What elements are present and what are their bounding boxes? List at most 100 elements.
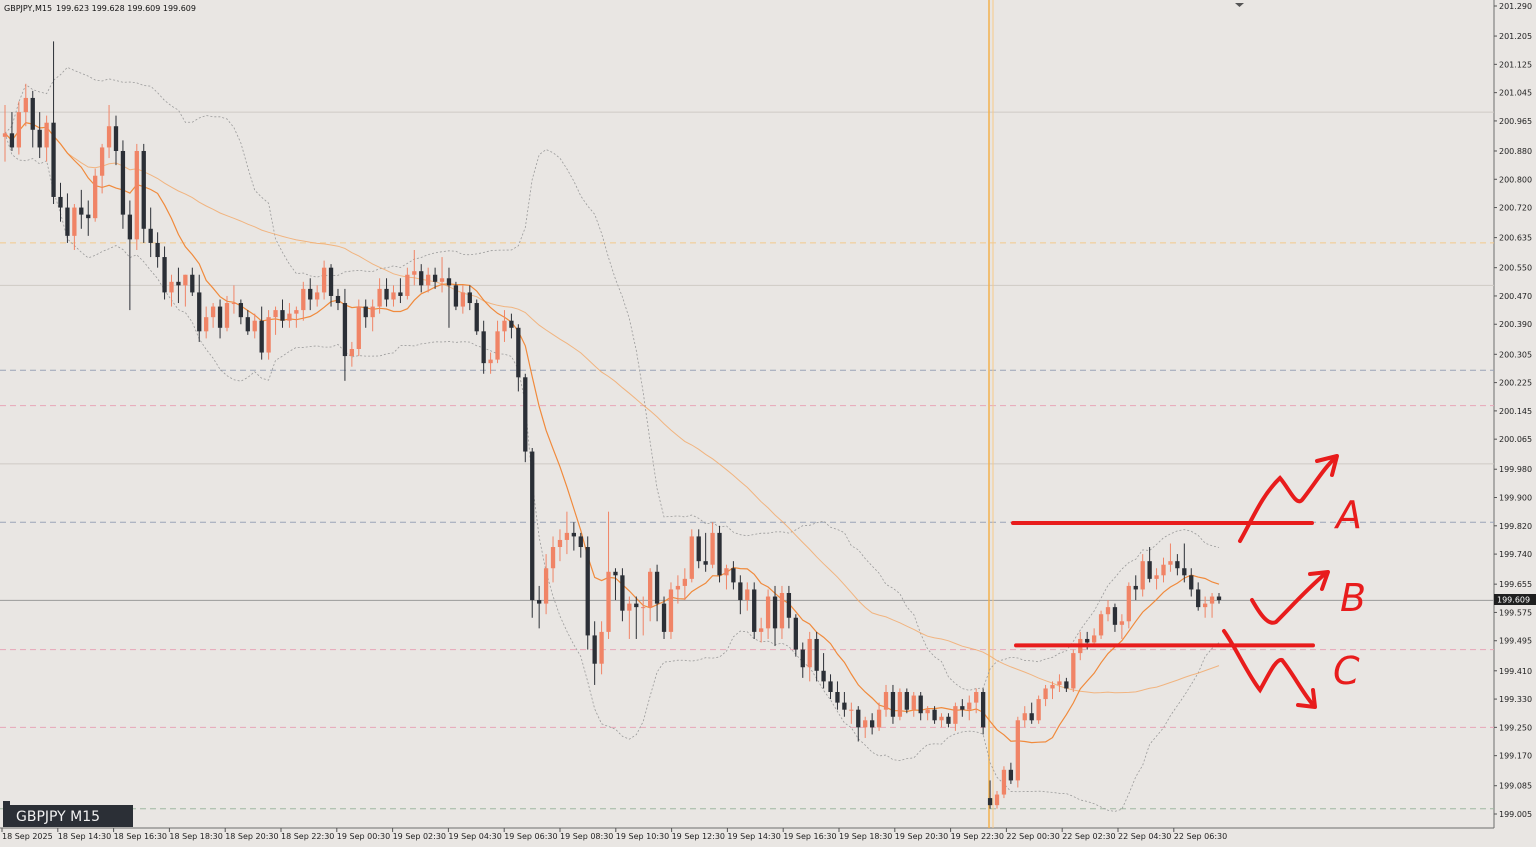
bull-candle <box>204 317 209 332</box>
time-tick-label: 19 Sep 22:30 <box>951 832 1004 841</box>
price-tick-label: 199.085 <box>1499 782 1532 791</box>
bear-candle <box>772 596 778 629</box>
bull-candle <box>675 585 681 590</box>
scenario-label-c: C <box>1333 649 1360 693</box>
bear-candle <box>571 532 576 537</box>
time-tick-label: 19 Sep 04:30 <box>448 832 501 841</box>
bull-candle <box>925 709 930 714</box>
bear-candle <box>86 214 91 219</box>
bull-candle <box>16 112 22 148</box>
current-price-label: 199.609 <box>1497 596 1530 605</box>
bull-candle <box>391 292 396 300</box>
time-tick-label: 22 Sep 04:30 <box>1118 832 1171 841</box>
scenario-annotations[interactable]: ABC <box>1011 454 1366 709</box>
price-tick-label: 200.800 <box>1499 175 1532 184</box>
slow-moving-average <box>4 122 1220 694</box>
price-tick-label: 199.330 <box>1499 695 1532 704</box>
time-tick-label: 19 Sep 16:30 <box>783 832 836 841</box>
bull-candle <box>648 571 653 608</box>
time-tick-label: 19 Sep 08:30 <box>560 832 613 841</box>
bear-candle <box>731 568 736 583</box>
ohlc-readout: 199.623 199.628 199.609 199.609 <box>56 4 196 13</box>
bull-candle <box>1105 607 1111 615</box>
bear-candle <box>308 288 313 300</box>
bull-candle <box>426 274 431 286</box>
price-tick-label: 199.820 <box>1499 522 1532 531</box>
bear-candle <box>328 267 334 296</box>
bull-candle <box>1202 603 1208 608</box>
price-tick-label: 199.170 <box>1499 752 1532 761</box>
bull-candle <box>953 706 958 724</box>
price-tick-label: 199.575 <box>1499 608 1532 617</box>
price-tick-label: 199.980 <box>1499 465 1532 474</box>
bear-candle <box>821 670 826 682</box>
time-tick-label: 19 Sep 12:30 <box>672 832 725 841</box>
bull-candle <box>1209 596 1215 604</box>
bull-candle <box>1154 575 1159 579</box>
time-tick-label: 18 Sep 20:30 <box>225 832 278 841</box>
bull-candle <box>1001 769 1007 795</box>
bollinger-bands <box>4 66 1220 812</box>
bull-candle <box>682 578 687 586</box>
price-scale[interactable] <box>1494 0 1536 847</box>
bull-candle <box>807 638 812 668</box>
plot-area[interactable] <box>0 0 1494 828</box>
price-tick-label: 199.900 <box>1499 494 1532 503</box>
bull-candle <box>502 320 507 332</box>
bear-candle <box>537 600 542 604</box>
bull-candle <box>488 359 493 364</box>
bull-candle <box>876 709 882 728</box>
bull-candle <box>1022 713 1027 721</box>
bear-candle <box>474 303 479 332</box>
bear-candle <box>238 303 244 318</box>
triangle-down-icon[interactable] <box>1235 3 1244 7</box>
scenario-b-path <box>1250 571 1328 625</box>
bull-candle <box>252 320 257 332</box>
bear-candle <box>585 547 590 636</box>
bear-candle <box>30 97 35 130</box>
time-tick-label: 19 Sep 14:30 <box>727 832 780 841</box>
bear-candle <box>79 207 84 215</box>
time-tick-label: 18 Sep 18:30 <box>169 832 222 841</box>
bull-candle <box>99 147 105 176</box>
time-tick-label: 22 Sep 00:30 <box>1006 832 1059 841</box>
bear-candle <box>842 702 847 710</box>
arrow-up-right-icon <box>1315 454 1339 477</box>
bear-candle <box>717 532 722 576</box>
bull-candle <box>294 310 299 314</box>
bear-candle <box>453 285 459 307</box>
time-tick-label: 18 Sep 22:30 <box>281 832 334 841</box>
candlesticks <box>2 41 1222 809</box>
bear-candle <box>155 242 160 258</box>
symbol-watermark: GBPJPY M15 <box>16 809 100 825</box>
bear-candle <box>280 310 285 321</box>
bear-candle <box>37 129 42 148</box>
price-tick-label: 200.550 <box>1499 264 1532 273</box>
price-tick-label: 200.720 <box>1499 204 1532 213</box>
arrow-down-right-icon <box>1296 688 1317 709</box>
bear-candle <box>620 575 625 611</box>
bear-candle <box>932 709 937 721</box>
price-tick-label: 200.635 <box>1499 234 1532 243</box>
bull-candle <box>44 122 49 148</box>
bull-candle <box>106 126 112 148</box>
bull-candle <box>758 628 764 632</box>
time-tick-label: 19 Sep 00:30 <box>337 832 390 841</box>
bear-candle <box>127 214 133 240</box>
price-tick-label: 201.290 <box>1499 2 1532 11</box>
price-tick-label: 200.145 <box>1499 407 1532 416</box>
bear-candle <box>613 571 618 576</box>
bear-candle <box>1085 638 1090 643</box>
bull-candle <box>224 303 230 328</box>
bull-candle <box>606 571 611 632</box>
bull-candle <box>911 695 916 710</box>
bear-candle <box>51 122 56 197</box>
time-tick-label: 18 Sep 2025 <box>2 832 53 841</box>
bear-candle <box>141 150 146 229</box>
time-tick-label: 22 Sep 06:30 <box>1174 832 1227 841</box>
bull-candle <box>745 589 750 601</box>
bull-candle <box>668 589 674 632</box>
time-tick-label: 19 Sep 20:30 <box>895 832 948 841</box>
